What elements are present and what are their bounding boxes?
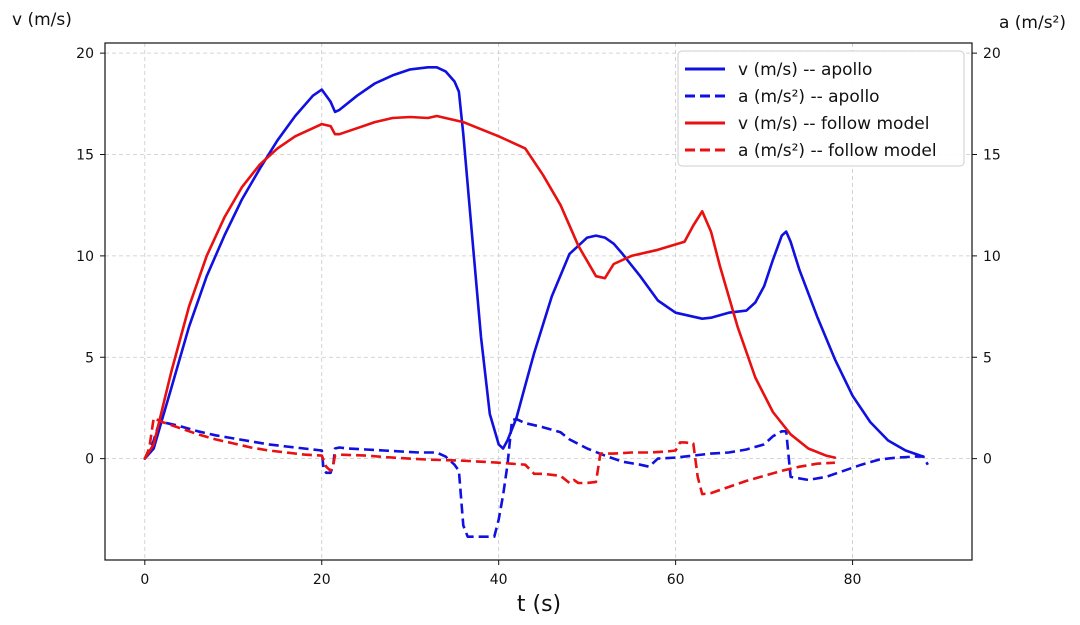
x-axis-label: t (s) xyxy=(517,592,561,617)
legend-label-v-follow: v (m/s) -- follow model xyxy=(738,114,929,134)
x-tick-label: 60 xyxy=(667,572,685,588)
y-axis-right-ticks: 0 5 10 15 20 xyxy=(972,46,1001,468)
y-right-tick-label: 0 xyxy=(983,452,992,468)
legend-label-a-follow: a (m/s²) -- follow model xyxy=(738,141,937,161)
series-line-a-m-s-follow-model xyxy=(143,416,835,496)
y-left-tick-label: 5 xyxy=(85,350,94,366)
x-tick-label: 80 xyxy=(844,572,862,588)
y-right-tick-label: 10 xyxy=(983,249,1001,265)
y-left-tick-label: 0 xyxy=(85,452,94,468)
y-left-tick-label: 20 xyxy=(76,46,94,62)
plot-frame xyxy=(104,42,973,561)
legend-label-a-apollo: a (m/s²) -- apollo xyxy=(738,87,880,107)
legend-label-v-apollo: v (m/s) -- apollo xyxy=(738,60,872,80)
y-axis-right-label: a (m/s²) xyxy=(999,13,1066,33)
x-tick-label: 40 xyxy=(490,572,508,588)
y-axis-left-label: v (m/s) xyxy=(12,10,72,30)
series-line-a-m-s-apollo xyxy=(143,417,929,539)
y-right-tick-label: 5 xyxy=(983,350,992,366)
series-layer xyxy=(143,66,929,539)
y-left-tick-label: 10 xyxy=(76,249,94,265)
legend-box xyxy=(677,50,965,167)
x-tick-label: 20 xyxy=(313,572,331,588)
x-axis-ticks: 0 20 40 60 80 xyxy=(140,560,861,588)
y-left-tick-label: 15 xyxy=(76,148,94,164)
y-axis-left-ticks: 0 5 10 15 20 xyxy=(76,46,105,468)
series-line-v-m-s-follow-model xyxy=(143,114,837,460)
y-right-tick-label: 20 xyxy=(983,46,1001,62)
y-right-tick-label: 15 xyxy=(983,148,1001,164)
legend: v (m/s) -- apollo a (m/s²) -- apollo v (… xyxy=(677,50,965,167)
x-tick-label: 0 xyxy=(140,572,149,588)
